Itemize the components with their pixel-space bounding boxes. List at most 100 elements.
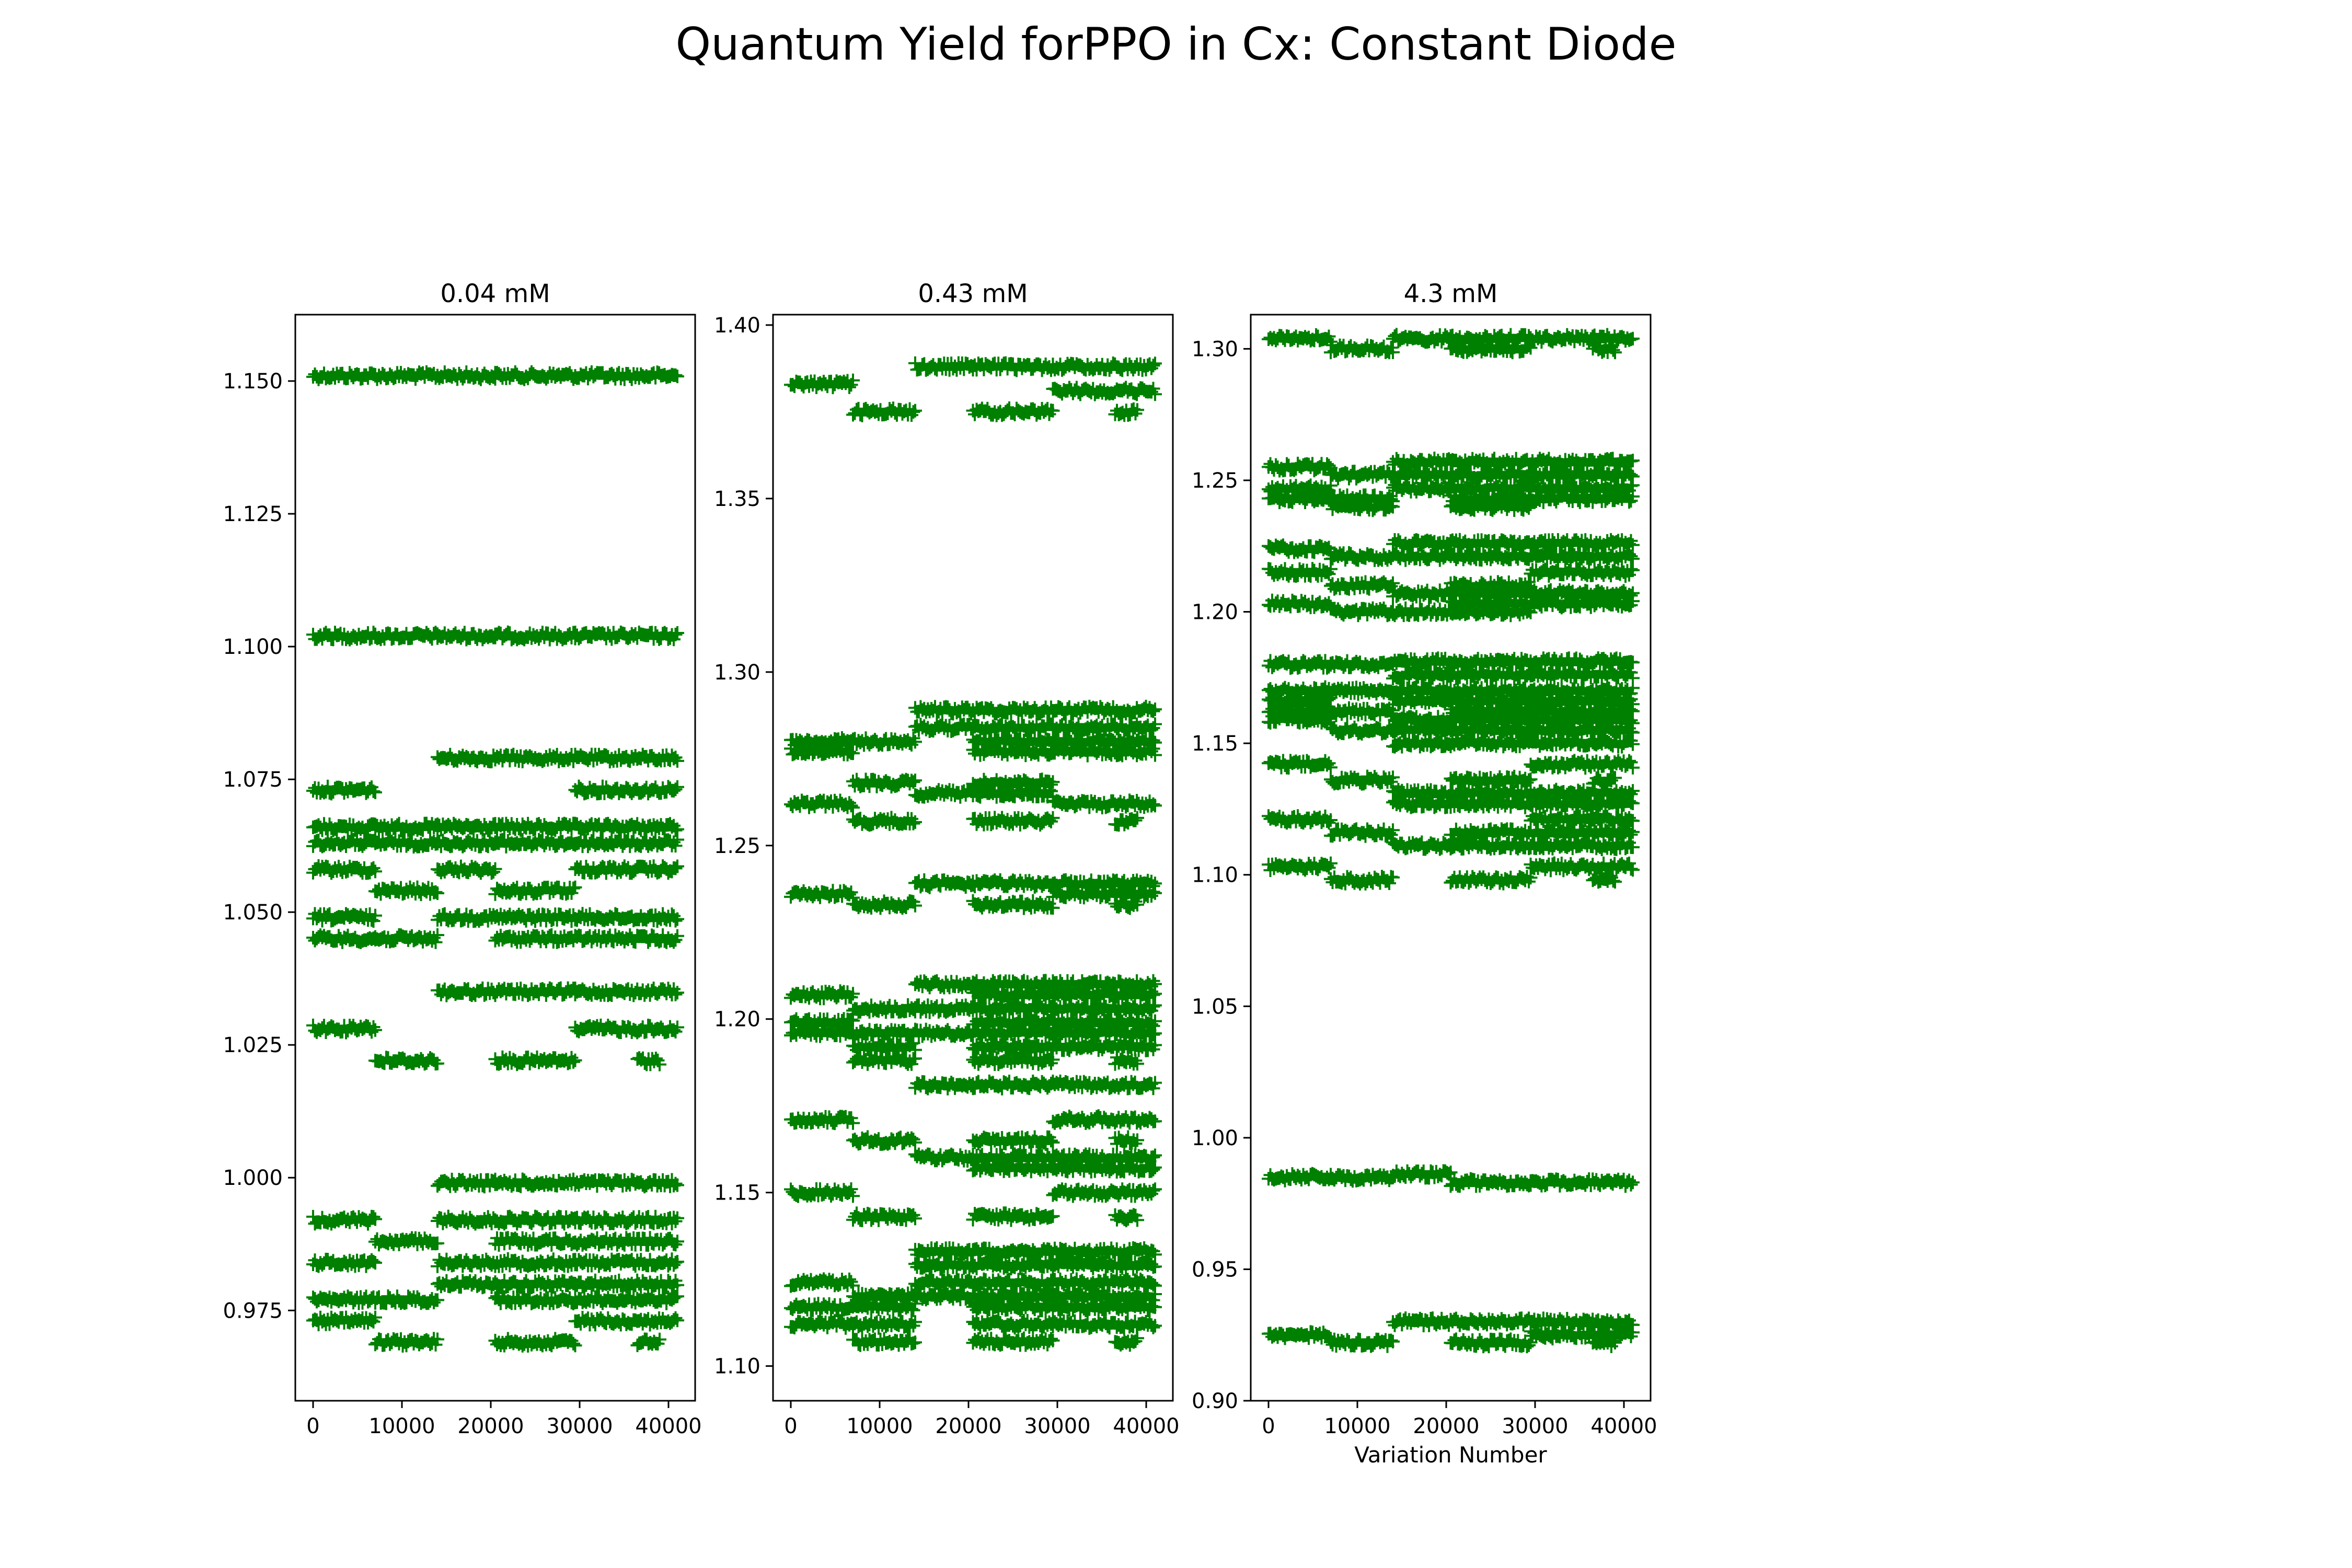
data-marker-run xyxy=(966,401,1060,422)
data-marker-run xyxy=(1324,870,1400,891)
data-marker-run xyxy=(568,747,684,769)
data-marker-run xyxy=(488,747,582,768)
data-marker-run xyxy=(1524,809,1640,830)
data-marker-run xyxy=(431,859,502,880)
data-marker-run xyxy=(908,700,980,721)
data-marker-run xyxy=(1444,680,1538,701)
data-marker-run xyxy=(1386,835,1458,856)
x-tick-label: 0 xyxy=(1262,1414,1275,1438)
data-marker-run xyxy=(1444,822,1538,843)
data-marker-run xyxy=(1586,338,1622,360)
data-marker-run xyxy=(1444,496,1538,517)
data-marker-run xyxy=(368,1231,444,1252)
y-tick-label: 1.05 xyxy=(1192,995,1238,1019)
data-marker-run xyxy=(1386,1311,1458,1332)
data-marker-run xyxy=(966,1036,1060,1057)
x-tick-label: 20000 xyxy=(457,1414,524,1438)
x-tick-label: 30000 xyxy=(1024,1414,1090,1438)
data-marker-run xyxy=(966,974,1060,995)
y-tick-label: 1.35 xyxy=(714,487,760,511)
x-axis-label: Variation Number xyxy=(1354,1442,1547,1468)
data-marker-run xyxy=(431,981,502,1002)
data-marker-run xyxy=(1444,533,1538,554)
subplot-title: 0.04 mM xyxy=(440,279,550,308)
data-marker-run xyxy=(1524,1324,1640,1346)
data-marker-run xyxy=(1524,1172,1640,1193)
data-marker-run xyxy=(568,928,684,949)
data-marker-run xyxy=(431,1172,502,1194)
data-marker-run xyxy=(1046,1182,1162,1203)
data-marker-run xyxy=(846,1050,922,1071)
data-marker-run xyxy=(1046,741,1162,763)
data-marker-run xyxy=(1262,1167,1338,1187)
data-marker-run xyxy=(1524,793,1640,814)
data-marker-run xyxy=(1046,793,1162,814)
data-marker-run xyxy=(1108,402,1144,422)
y-tick-label: 0.90 xyxy=(1192,1389,1238,1413)
x-tick-label: 40000 xyxy=(635,1414,701,1438)
y-tick-label: 1.050 xyxy=(223,901,283,925)
data-marker-run xyxy=(306,1252,382,1273)
data-marker-run xyxy=(488,1209,582,1231)
data-marker-run xyxy=(568,1209,684,1231)
x-tick-label: 20000 xyxy=(935,1414,1001,1438)
data-marker-run xyxy=(1324,546,1400,567)
data-marker-run xyxy=(1386,733,1458,754)
data-marker-run xyxy=(784,1110,860,1131)
data-marker-run xyxy=(1586,871,1622,889)
y-tick-label: 1.25 xyxy=(1192,469,1238,493)
data-marker-run xyxy=(966,700,1060,721)
data-marker-run xyxy=(568,1311,684,1332)
data-marker-run xyxy=(1444,465,1538,486)
data-marker-run xyxy=(966,717,1060,738)
data-marker-run xyxy=(908,717,980,738)
data-marker-run xyxy=(1524,856,1640,878)
data-marker-run xyxy=(568,1018,684,1040)
data-marker-run xyxy=(431,626,502,647)
y-tick-label: 1.000 xyxy=(223,1166,283,1190)
data-marker-run xyxy=(368,1289,444,1310)
data-marker-run xyxy=(966,998,1060,1019)
data-marker-run xyxy=(846,1022,922,1043)
data-marker-run xyxy=(966,1012,1060,1033)
data-marker-run xyxy=(306,833,382,854)
data-marker-run xyxy=(1046,1241,1162,1262)
data-marker-run xyxy=(1046,998,1162,1019)
x-tick-label: 40000 xyxy=(1590,1414,1657,1438)
x-tick-label: 0 xyxy=(784,1414,797,1438)
y-tick-label: 1.40 xyxy=(714,314,760,338)
data-marker-run xyxy=(1108,811,1144,832)
data-marker-run xyxy=(568,1252,684,1273)
data-marker-run xyxy=(1444,835,1538,856)
data-marker-run xyxy=(306,1310,382,1331)
data-series xyxy=(306,365,684,1353)
data-marker-run xyxy=(568,1289,684,1310)
subplot-3: 4.3 mM 0 10000 20000 30000 40000 0.90 0.95 1.00 1… xyxy=(1192,279,1657,1468)
data-marker-run xyxy=(568,1231,684,1252)
data-marker-run xyxy=(966,1241,1060,1262)
data-marker-run xyxy=(966,1050,1060,1071)
data-marker-run xyxy=(1386,583,1458,604)
data-marker-run xyxy=(1324,1332,1400,1353)
data-marker-run xyxy=(1046,1314,1162,1335)
data-marker-run xyxy=(1324,822,1400,843)
data-series xyxy=(1262,328,1640,1354)
x-tick-label: 0 xyxy=(306,1414,319,1438)
data-marker-run xyxy=(1524,533,1640,554)
subplot-1: 0.04 mM 0 10000 20000 30000 40000 0.975 1.000 1.… xyxy=(223,279,701,1438)
data-marker-run xyxy=(908,1255,980,1276)
data-marker-run xyxy=(784,1272,860,1293)
data-marker-run xyxy=(966,1022,1060,1043)
data-marker-run xyxy=(846,1314,922,1335)
x-tick-label: 10000 xyxy=(368,1414,435,1438)
data-marker-run xyxy=(1524,835,1640,856)
data-marker-run xyxy=(908,356,980,377)
data-marker-run xyxy=(1524,583,1640,604)
data-marker-run xyxy=(966,984,1060,1006)
y-tick-label: 1.15 xyxy=(714,1181,760,1205)
data-marker-run xyxy=(488,880,582,901)
data-marker-run xyxy=(306,859,382,880)
x-tick-label: 40000 xyxy=(1113,1414,1179,1438)
